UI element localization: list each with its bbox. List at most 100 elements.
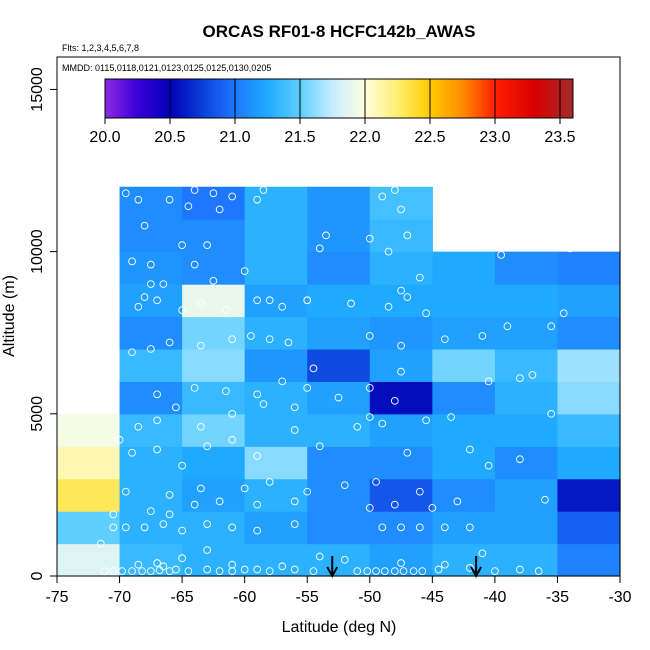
colorbar-segment: [485, 79, 489, 118]
colorbar-segment: [280, 79, 285, 118]
heatmap-cell: [182, 316, 246, 350]
colorbar-segment: [264, 79, 268, 118]
colorbar-segment: [550, 79, 554, 118]
heatmap-cell: [557, 316, 621, 350]
colorbar-segment: [410, 79, 415, 118]
sample-point: [178, 554, 186, 563]
colorbar-segment: [517, 79, 522, 118]
colorbar-segment: [365, 79, 369, 118]
colorbar-segment: [423, 79, 428, 118]
heatmap-cell: [182, 284, 246, 318]
sample-point: [566, 244, 574, 253]
colorbar-segment: [326, 79, 330, 118]
sample-point: [128, 348, 136, 357]
sample-point: [365, 504, 374, 512]
heatmap-cell: [432, 348, 496, 382]
colorbar-segment: [147, 79, 151, 118]
sample-point: [253, 500, 262, 509]
sample-point: [165, 338, 174, 347]
colorbar-segment: [566, 79, 571, 118]
colorbar-segment: [244, 79, 249, 118]
colorbar-tick-label: 22.5: [414, 129, 445, 146]
colorbar-segment: [446, 79, 450, 118]
sample-point: [253, 390, 262, 399]
heatmap-cell: [244, 284, 308, 318]
colorbar-segment: [235, 79, 239, 118]
colorbar-segment: [287, 79, 291, 118]
sample-point: [228, 560, 237, 569]
sample-point: [365, 332, 374, 340]
heatmap-cell: [557, 348, 621, 382]
sample-point: [403, 448, 412, 457]
colorbar-segment: [478, 79, 483, 118]
sample-point: [109, 510, 118, 519]
sample-point: [228, 192, 237, 201]
sample-point: [228, 409, 237, 418]
heatmap-cell: [369, 511, 433, 545]
sample-point: [466, 445, 474, 454]
sample-point: [215, 567, 224, 575]
heatmap-cell: [182, 381, 246, 415]
heatmap-cell: [307, 413, 371, 447]
heatmap-cell: [119, 348, 183, 382]
sample-point: [303, 296, 312, 305]
sample-point: [203, 565, 211, 574]
sample-point: [418, 567, 427, 575]
sample-points: [96, 186, 574, 575]
colorbar-segment: [495, 79, 499, 118]
colorbar-tick-label: 20.5: [154, 129, 185, 146]
heatmap-cell: [244, 543, 308, 577]
heatmap-cell: [182, 543, 246, 577]
sample-point: [215, 205, 224, 214]
colorbar-segment: [189, 79, 194, 118]
colorbar-tick-label: 20.0: [89, 129, 120, 146]
colorbar-segment: [274, 79, 278, 118]
colorbar-segment: [462, 79, 467, 118]
sample-point: [380, 567, 389, 575]
colorbar-segment: [358, 79, 363, 118]
sample-point: [109, 567, 118, 575]
y-tick-label: 15000: [29, 67, 46, 112]
heatmap-cell: [432, 543, 496, 577]
x-axis-ticks: -75 -70 -65 -60 -55 -50 -45 -40 -35 -30: [45, 576, 632, 606]
colorbar-segment: [212, 79, 216, 118]
sample-point: [478, 332, 487, 340]
heatmap-cell: [494, 348, 559, 382]
colorbar-segment: [322, 79, 327, 118]
sample-point: [265, 296, 274, 305]
heatmap-cell: [307, 543, 371, 577]
sample-point: [190, 260, 199, 269]
x-tick-label: -35: [546, 589, 569, 606]
sample-point: [265, 478, 274, 486]
colorbar-segment: [556, 79, 561, 118]
sample-point: [372, 478, 380, 486]
colorbar-segment: [426, 79, 431, 118]
sample-point: [403, 231, 412, 240]
colorbar-segment: [153, 79, 158, 118]
sample-point: [159, 562, 168, 571]
heatmap-cell: [119, 478, 183, 512]
sample-point: [209, 276, 218, 285]
sample-point: [146, 280, 155, 288]
colorbar-segment: [127, 79, 132, 118]
colorbar-segment: [114, 79, 119, 118]
sample-point: [340, 481, 349, 490]
sample-point: [253, 452, 262, 460]
heatmap-cell: [307, 219, 371, 253]
heatmap-cell: [557, 284, 621, 318]
sample-point: [228, 435, 237, 444]
colorbar-segment: [459, 79, 463, 118]
plot-frame: [56, 56, 621, 577]
colorbar-segment: [313, 79, 317, 118]
heatmap-cell: [119, 186, 183, 220]
sample-point: [96, 539, 105, 548]
colorbar-segment: [511, 79, 515, 118]
heatmap-cell: [557, 381, 621, 415]
sample-point: [415, 487, 424, 496]
sample-point: [309, 567, 318, 575]
sample-point: [547, 409, 556, 418]
heatmap-cell: [244, 413, 308, 447]
sample-point: [390, 500, 399, 509]
colorbar-segment: [537, 79, 541, 118]
colorbar-segment: [391, 79, 395, 118]
